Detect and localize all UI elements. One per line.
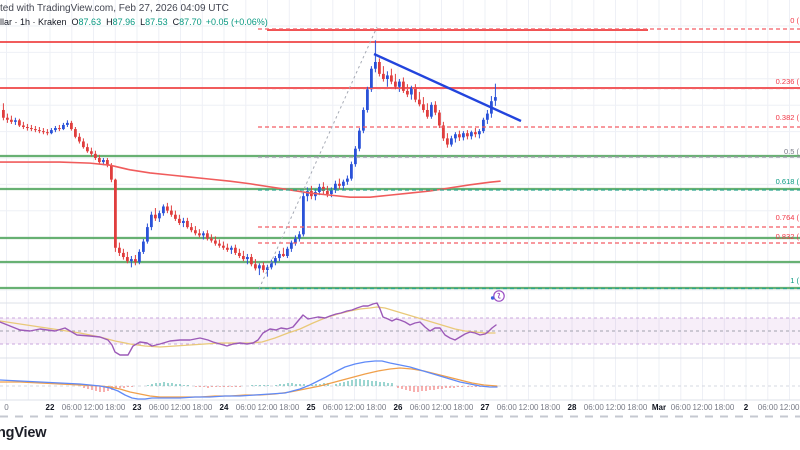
ohlc-value: 87.63 bbox=[78, 17, 102, 27]
time-tick-hour: 18:00 bbox=[540, 403, 561, 412]
ohlc-value: 87.53 bbox=[145, 17, 168, 27]
time-tick-hour: 06:00 bbox=[496, 403, 517, 412]
time-tick-hour: 12:00 bbox=[692, 403, 713, 412]
time-tick-day: 24 bbox=[219, 403, 229, 412]
time-tick-hour: 18:00 bbox=[105, 403, 126, 412]
time-tick-hour: 12:00 bbox=[257, 403, 278, 412]
ohlc-label: H bbox=[106, 17, 113, 27]
time-tick-hour: 18:00 bbox=[192, 403, 213, 412]
time-tick-day: 28 bbox=[567, 403, 577, 412]
time-tick-hour: 06:00 bbox=[61, 403, 82, 412]
time-tick-day: 26 bbox=[393, 403, 403, 412]
time-tick-hour: 06:00 bbox=[583, 403, 604, 412]
fib-level-label: 0.236 ( bbox=[775, 77, 799, 86]
symbol-title: llar · 1h · Kraken bbox=[0, 17, 67, 27]
tradingview-logo[interactable]: ngView bbox=[0, 425, 47, 441]
symbol-ohlc-bar[interactable]: llar · 1h · Kraken O87.63 H87.96 L87.53 C87.… bbox=[0, 17, 268, 27]
ohlc-values: O87.63 H87.96 L87.53 C87.70 bbox=[67, 17, 202, 27]
ohlc-value: 87.96 bbox=[112, 17, 136, 27]
time-tick-hour: 18:00 bbox=[279, 403, 300, 412]
ohlc-label: L bbox=[140, 17, 146, 27]
time-tick-hour: 12:00 bbox=[779, 403, 800, 412]
time-tick-hour: 12:00 bbox=[605, 403, 626, 412]
time-tick-day: 23 bbox=[132, 403, 142, 412]
time-tick-hour: 12:00 bbox=[431, 403, 452, 412]
time-tick-hour: 12:00 bbox=[344, 403, 365, 412]
fib-level-label: 0.382 ( bbox=[775, 113, 799, 122]
time-tick-day: 25 bbox=[306, 403, 316, 412]
time-tick-day: 22 bbox=[45, 403, 55, 412]
time-tick-hour: 06:00 bbox=[670, 403, 691, 412]
time-tick-hour: 12:00 bbox=[518, 403, 539, 412]
ohlc-label: C bbox=[172, 17, 180, 27]
time-tick-day: 2 bbox=[743, 403, 749, 412]
fib-level-label: 0.5 ( bbox=[783, 147, 799, 156]
time-tick-hour: 0 bbox=[4, 403, 9, 412]
fib-level-label: 0.618 ( bbox=[775, 177, 799, 186]
time-tick-hour: 06:00 bbox=[757, 403, 778, 412]
time-tick-hour: 18:00 bbox=[366, 403, 387, 412]
time-tick-hour: 06:00 bbox=[322, 403, 343, 412]
time-tick-hour: 12:00 bbox=[83, 403, 104, 412]
time-tick-hour: 18:00 bbox=[453, 403, 474, 412]
fib-level-label: 0.764 ( bbox=[775, 213, 799, 222]
time-tick-day: Mar bbox=[651, 403, 667, 412]
time-tick-hour: 12:00 bbox=[170, 403, 191, 412]
ohlc-value: 87.70 bbox=[179, 17, 202, 27]
time-tick-hour: 18:00 bbox=[627, 403, 648, 412]
time-tick-hour: 06:00 bbox=[409, 403, 430, 412]
time-tick-hour: 18:00 bbox=[714, 403, 735, 412]
fib-level-label: 0.832 ( bbox=[775, 232, 799, 241]
time-tick-hour: 06:00 bbox=[148, 403, 169, 412]
attribution-text: ted with TradingView.com, Feb 27, 2026 0… bbox=[0, 3, 229, 14]
fib-level-label: 0 ( bbox=[790, 16, 799, 25]
change-value: +0.05 (+0.06%) bbox=[205, 17, 268, 27]
time-tick-hour: 06:00 bbox=[235, 403, 256, 412]
time-tick-day: 27 bbox=[480, 403, 490, 412]
ohlc-label: O bbox=[71, 17, 79, 27]
fib-level-label: 1 ( bbox=[790, 276, 799, 285]
